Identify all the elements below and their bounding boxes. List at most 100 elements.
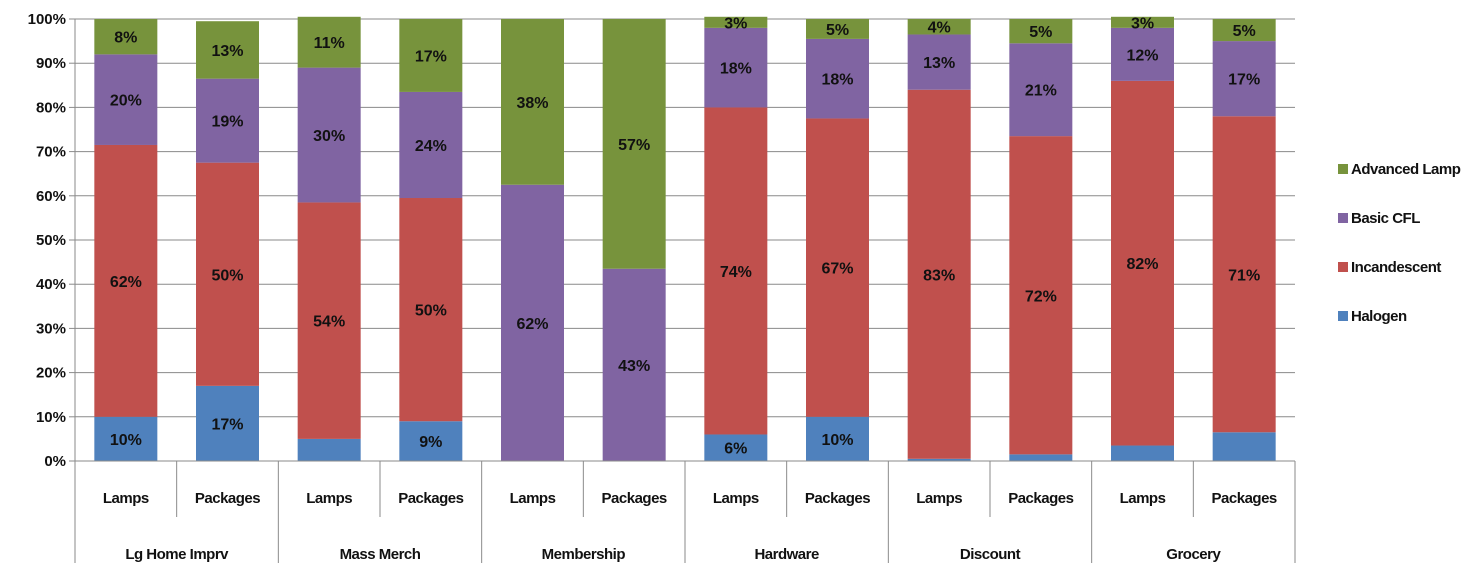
data-label: 3% bbox=[724, 15, 747, 32]
legend-swatch bbox=[1338, 213, 1348, 223]
x-group-label: Mass Merch bbox=[340, 546, 421, 563]
data-label: 17% bbox=[211, 416, 243, 433]
x-tick-label: Lamps bbox=[103, 490, 149, 507]
bar-segment-advanced-lamp bbox=[1111, 16, 1174, 28]
bar-segment-incandescent bbox=[806, 118, 869, 417]
data-label: 21% bbox=[1025, 83, 1057, 100]
x-tick-label: Lamps bbox=[510, 490, 556, 507]
data-label: 4% bbox=[928, 20, 951, 37]
data-label: 67% bbox=[821, 261, 853, 278]
data-label: 18% bbox=[720, 61, 752, 78]
x-tick-label: Packages bbox=[1008, 490, 1073, 507]
bar-segment-halogen bbox=[1009, 454, 1073, 461]
bar-segment-basic-cfl bbox=[704, 27, 768, 108]
data-label: 50% bbox=[211, 267, 243, 284]
x-group-label: Membership bbox=[542, 546, 626, 563]
data-label: 30% bbox=[313, 128, 345, 145]
y-tick-label: 100% bbox=[28, 11, 66, 28]
y-tick-label: 30% bbox=[36, 320, 66, 337]
x-tick-label: Packages bbox=[805, 490, 870, 507]
legend-label: Basic CFL bbox=[1351, 210, 1420, 227]
bar-segment-halogen bbox=[806, 416, 869, 461]
bar-segment-advanced-lamp bbox=[907, 19, 971, 35]
y-tick-label: 60% bbox=[36, 188, 66, 205]
x-group-label: Grocery bbox=[1166, 546, 1221, 563]
bar-segment-halogen bbox=[94, 416, 158, 461]
bar-segment-advanced-lamp bbox=[196, 21, 259, 79]
data-label: 13% bbox=[211, 43, 243, 60]
x-tick-label: Packages bbox=[1212, 490, 1277, 507]
bar-segment-basic-cfl bbox=[297, 67, 361, 203]
bar-segment-halogen bbox=[907, 458, 971, 461]
data-label: 54% bbox=[313, 314, 345, 331]
bar-segment-basic-cfl bbox=[1212, 41, 1276, 117]
bar-segment-advanced-lamp bbox=[501, 19, 564, 185]
y-axis: 0% 10% 20% 30% 40% 50% 60% 70% 80% 90% 100% bbox=[28, 11, 76, 470]
data-label: 83% bbox=[923, 267, 955, 284]
data-label: 82% bbox=[1126, 256, 1158, 273]
data-label: 74% bbox=[720, 264, 752, 281]
bar-segment-basic-cfl bbox=[94, 54, 158, 145]
data-label: 62% bbox=[110, 274, 142, 291]
bar-segment-basic-cfl bbox=[1009, 43, 1073, 137]
legend-swatch bbox=[1338, 262, 1348, 272]
x-tick-label: Packages bbox=[602, 490, 667, 507]
data-label: 5% bbox=[826, 22, 849, 39]
data-label: 5% bbox=[1029, 24, 1052, 41]
data-label: 62% bbox=[516, 316, 548, 333]
data-label: 20% bbox=[110, 93, 142, 110]
x-axis: Lamps Packages Lamps Packages Lamps Packages L… bbox=[74, 460, 1296, 563]
bar-segment-advanced-lamp bbox=[1009, 19, 1073, 44]
bar-segment-halogen bbox=[1212, 432, 1276, 461]
bar-segment-advanced-lamp bbox=[704, 16, 768, 28]
bar-segment-halogen bbox=[196, 385, 259, 461]
y-tick-label: 10% bbox=[36, 409, 66, 426]
data-label: 9% bbox=[419, 434, 442, 451]
bar-segment-advanced-lamp bbox=[399, 19, 463, 92]
bar-segment-basic-cfl bbox=[602, 268, 666, 461]
legend-label: Halogen bbox=[1351, 308, 1407, 325]
x-tick-label: Lamps bbox=[916, 490, 962, 507]
x-tick-label: Lamps bbox=[1120, 490, 1166, 507]
bar-segment-halogen bbox=[704, 434, 768, 461]
bar-segment-advanced-lamp bbox=[1212, 19, 1276, 42]
y-tick-label: 50% bbox=[36, 232, 66, 249]
y-tick-label: 80% bbox=[36, 99, 66, 116]
bar-segment-halogen bbox=[399, 421, 463, 461]
bar-segment-basic-cfl bbox=[501, 184, 564, 461]
bar-segment-advanced-lamp bbox=[602, 19, 666, 269]
bar-segment-advanced-lamp bbox=[94, 19, 158, 55]
bar-segment-incandescent bbox=[1111, 80, 1174, 446]
bar-segment-advanced-lamp bbox=[297, 16, 361, 68]
x-group-label: Hardware bbox=[754, 546, 819, 563]
bar-segment-incandescent bbox=[1009, 136, 1073, 455]
data-label: 43% bbox=[618, 358, 650, 375]
bar-segment-incandescent bbox=[94, 144, 158, 417]
x-group-label: Lg Home Imprv bbox=[125, 546, 229, 563]
legend-swatch bbox=[1338, 311, 1348, 321]
legend-label: Incandescent bbox=[1351, 259, 1441, 276]
data-label: 50% bbox=[415, 303, 447, 320]
data-label: 71% bbox=[1228, 267, 1260, 284]
legend-label: Advanced Lamp bbox=[1351, 161, 1461, 178]
bar-segment-basic-cfl bbox=[399, 91, 463, 199]
data-label: 5% bbox=[1233, 23, 1256, 40]
bar-segment-halogen bbox=[1111, 445, 1174, 461]
bars bbox=[94, 16, 1276, 461]
bar-segment-halogen bbox=[297, 438, 361, 461]
data-label: 13% bbox=[923, 55, 955, 72]
legend-swatch bbox=[1338, 164, 1348, 174]
data-label: 18% bbox=[821, 72, 853, 89]
data-label: 12% bbox=[1126, 47, 1158, 64]
bar-segment-advanced-lamp bbox=[806, 19, 869, 39]
data-label: 57% bbox=[618, 137, 650, 154]
y-tick-label: 70% bbox=[36, 144, 66, 161]
data-label: 10% bbox=[110, 432, 142, 449]
legend: Advanced Lamp Basic CFL Incandescent Haloge… bbox=[1338, 161, 1461, 325]
data-label: 17% bbox=[1228, 72, 1260, 89]
data-labels: 10% 62% 20% 8% 17% 50% 19% 13% 54% 30% 11% 9% 50% 24%… bbox=[110, 15, 1260, 457]
data-label: 24% bbox=[415, 138, 447, 155]
data-label: 3% bbox=[1131, 15, 1154, 32]
